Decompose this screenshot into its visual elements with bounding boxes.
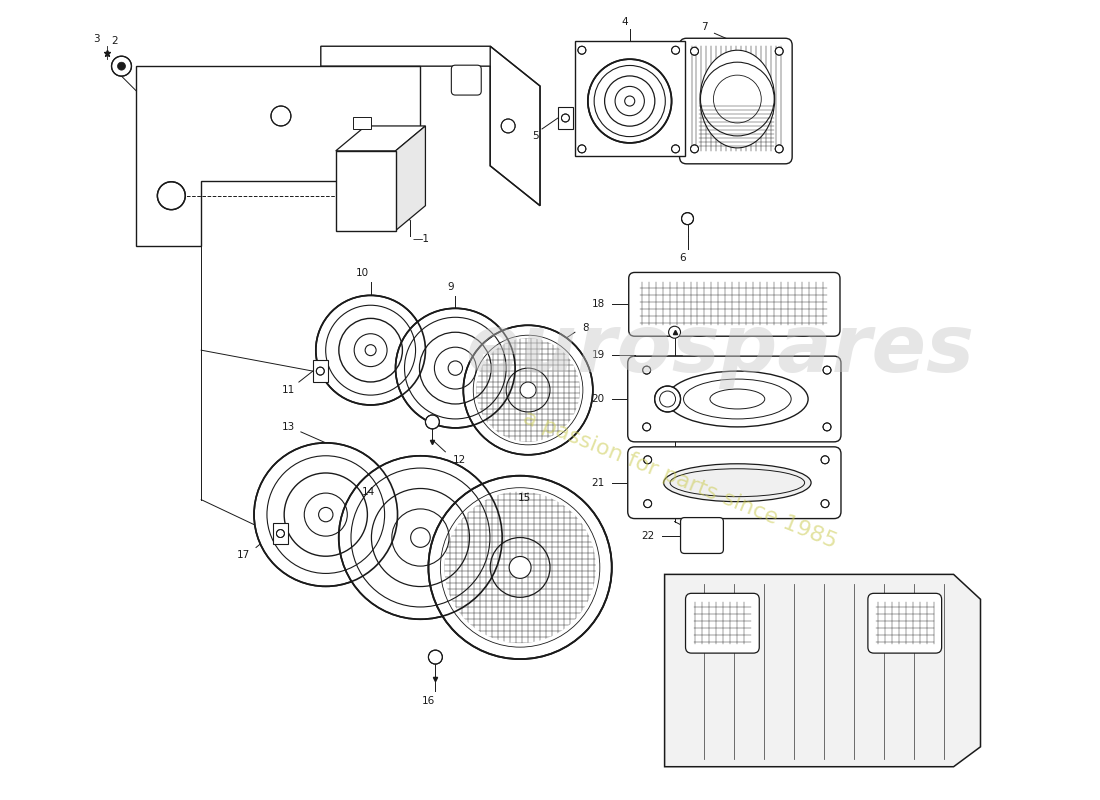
Bar [353, 117, 371, 129]
Circle shape [691, 47, 698, 55]
Text: 22: 22 [641, 530, 654, 541]
Text: 2: 2 [111, 36, 118, 46]
Circle shape [396, 308, 515, 428]
Bar [575, 42, 684, 156]
Circle shape [691, 145, 698, 153]
Text: 18: 18 [592, 299, 605, 310]
Polygon shape [136, 66, 420, 246]
Circle shape [669, 326, 681, 338]
Circle shape [520, 382, 536, 398]
Circle shape [428, 476, 612, 659]
FancyBboxPatch shape [451, 65, 481, 95]
Bar [336, 151, 396, 230]
Circle shape [654, 386, 681, 412]
Circle shape [672, 46, 680, 54]
Text: 8: 8 [582, 323, 588, 334]
Ellipse shape [663, 464, 811, 502]
Circle shape [642, 366, 650, 374]
Circle shape [118, 62, 125, 70]
Circle shape [644, 456, 651, 464]
Ellipse shape [700, 50, 774, 148]
Circle shape [317, 367, 324, 375]
Text: 11: 11 [283, 385, 296, 395]
Circle shape [587, 59, 672, 143]
Text: 12: 12 [452, 454, 465, 465]
Text: 3: 3 [94, 34, 100, 44]
Circle shape [776, 47, 783, 55]
Circle shape [823, 423, 830, 431]
Circle shape [509, 557, 531, 578]
FancyBboxPatch shape [685, 594, 759, 653]
Circle shape [642, 423, 650, 431]
FancyBboxPatch shape [680, 38, 792, 164]
FancyBboxPatch shape [628, 356, 842, 442]
Circle shape [157, 182, 185, 210]
Text: 6: 6 [679, 254, 686, 263]
Polygon shape [664, 574, 980, 766]
Circle shape [644, 500, 651, 508]
Text: 5: 5 [531, 131, 538, 141]
Text: 17: 17 [236, 550, 250, 561]
Circle shape [316, 295, 426, 405]
FancyBboxPatch shape [868, 594, 942, 653]
Text: 7: 7 [701, 22, 707, 32]
Text: 20: 20 [592, 394, 605, 404]
Bar [273, 522, 288, 545]
Text: 16: 16 [421, 696, 434, 706]
Circle shape [578, 145, 586, 153]
Circle shape [682, 213, 693, 225]
FancyBboxPatch shape [681, 518, 724, 554]
Text: a passion for parts since 1985: a passion for parts since 1985 [519, 407, 839, 552]
Circle shape [426, 415, 439, 429]
Circle shape [339, 456, 503, 619]
Circle shape [823, 366, 830, 374]
Circle shape [502, 119, 515, 133]
FancyBboxPatch shape [629, 273, 840, 336]
Text: eurospares: eurospares [465, 311, 974, 389]
Bar [312, 360, 328, 382]
Circle shape [111, 56, 132, 76]
Text: 21: 21 [592, 478, 605, 488]
Circle shape [821, 456, 829, 464]
Text: 15: 15 [518, 493, 531, 502]
Polygon shape [684, 43, 788, 159]
Text: —1: —1 [412, 234, 429, 243]
Ellipse shape [667, 371, 808, 427]
Circle shape [428, 650, 442, 664]
Circle shape [254, 443, 397, 586]
Circle shape [276, 530, 285, 538]
Polygon shape [336, 126, 426, 151]
Text: 4: 4 [621, 18, 628, 27]
Text: 10: 10 [356, 269, 370, 278]
Polygon shape [396, 126, 426, 230]
Circle shape [821, 500, 829, 508]
Circle shape [672, 145, 680, 153]
Circle shape [776, 145, 783, 153]
Text: 9: 9 [447, 282, 453, 292]
Circle shape [561, 114, 570, 122]
Circle shape [463, 326, 593, 455]
Circle shape [271, 106, 290, 126]
FancyBboxPatch shape [628, 447, 842, 518]
Text: 13: 13 [283, 422, 296, 432]
Text: 19: 19 [592, 350, 605, 360]
Text: 14: 14 [362, 486, 375, 497]
Bar [558, 107, 573, 129]
Circle shape [578, 46, 586, 54]
